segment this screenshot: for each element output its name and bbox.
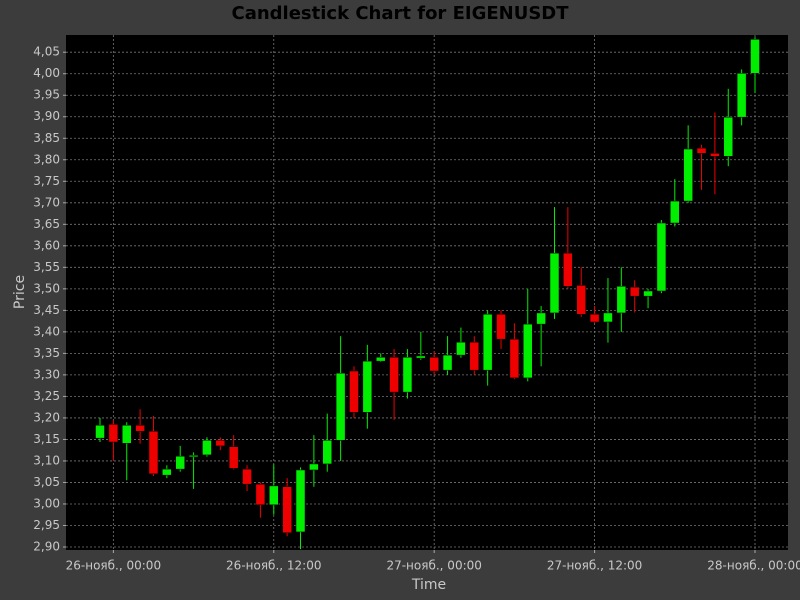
y-tick-label: 3,65 bbox=[33, 217, 60, 231]
candle-body bbox=[616, 286, 627, 314]
chart-title: Candlestick Chart for EIGENUSDT bbox=[231, 3, 569, 24]
candle-body bbox=[469, 341, 480, 371]
candle-body bbox=[148, 431, 159, 475]
candle-body bbox=[670, 200, 680, 224]
y-axis-label: Price bbox=[12, 275, 28, 309]
y-tick-label: 4,00 bbox=[33, 66, 60, 80]
x-tick-label: 27-нояб., 00:00 bbox=[386, 559, 481, 573]
candle-body bbox=[402, 357, 413, 393]
candle-body bbox=[696, 147, 707, 154]
candle-body bbox=[723, 116, 734, 157]
y-tick-label: 3,20 bbox=[33, 410, 60, 424]
x-tick-label: 27-нояб., 12:00 bbox=[547, 559, 642, 573]
candle-body bbox=[509, 338, 520, 379]
candle-body bbox=[750, 39, 760, 74]
candle-body bbox=[309, 463, 319, 471]
y-tick-label: 3,90 bbox=[33, 109, 60, 123]
candle-body bbox=[710, 153, 720, 157]
candle-body bbox=[95, 424, 105, 439]
candle-body bbox=[643, 290, 653, 297]
candle-body bbox=[135, 424, 145, 432]
y-tick-label: 3,40 bbox=[33, 324, 60, 338]
candle-body bbox=[589, 313, 600, 323]
candle-body bbox=[496, 313, 506, 340]
candle-body bbox=[656, 222, 667, 292]
candle-body bbox=[456, 341, 466, 356]
candle-body bbox=[162, 468, 172, 476]
candle-body bbox=[523, 323, 533, 379]
y-tick-label: 3,75 bbox=[33, 174, 60, 188]
candle-body bbox=[269, 485, 279, 506]
candle-body bbox=[416, 355, 426, 359]
candle-body bbox=[228, 446, 239, 469]
y-tick-label: 3,55 bbox=[33, 260, 60, 274]
candle-body bbox=[242, 468, 252, 485]
y-tick-label: 3,10 bbox=[33, 453, 60, 467]
candle-body bbox=[175, 455, 185, 470]
plot-area bbox=[66, 35, 788, 550]
y-tick-label: 3,15 bbox=[33, 432, 60, 446]
candle-body bbox=[295, 469, 306, 533]
candle-body bbox=[188, 455, 199, 458]
y-tick-label: 3,85 bbox=[33, 131, 60, 145]
candle-body bbox=[215, 440, 226, 447]
candle-body bbox=[563, 252, 573, 287]
y-tick-label: 3,05 bbox=[33, 475, 60, 489]
candle-body bbox=[335, 372, 346, 441]
candle-body bbox=[108, 424, 119, 443]
candle-body bbox=[322, 440, 332, 465]
candle-body bbox=[603, 312, 613, 323]
x-tick-label: 28-нояб., 00:00 bbox=[707, 559, 800, 573]
candle-body bbox=[429, 357, 439, 372]
x-tick-label: 26-нояб., 00:00 bbox=[66, 559, 161, 573]
y-tick-label: 3,25 bbox=[33, 389, 60, 403]
candle-body bbox=[736, 73, 747, 118]
y-tick-label: 3,00 bbox=[33, 496, 60, 510]
candle-body bbox=[442, 354, 453, 371]
candle-body bbox=[349, 370, 359, 413]
y-tick-label: 3,70 bbox=[33, 195, 60, 209]
y-tick-label: 3,45 bbox=[33, 303, 60, 317]
y-tick-label: 3,95 bbox=[33, 88, 60, 102]
candle-body bbox=[536, 312, 546, 325]
candle-body bbox=[121, 424, 132, 444]
candle-body bbox=[629, 286, 640, 297]
y-tick-label: 3,80 bbox=[33, 152, 60, 166]
x-tick-label: 26-нояб., 12:00 bbox=[226, 559, 321, 573]
candle-body bbox=[362, 360, 373, 413]
candle-body bbox=[549, 252, 560, 314]
y-tick-label: 2,90 bbox=[33, 539, 60, 553]
y-tick-label: 3,35 bbox=[33, 346, 60, 360]
y-tick-label: 3,50 bbox=[33, 281, 60, 295]
candle-body bbox=[255, 483, 266, 506]
y-tick-label: 4,05 bbox=[33, 45, 60, 59]
candle-body bbox=[389, 357, 399, 393]
candle-body bbox=[375, 357, 386, 362]
candle-body bbox=[683, 148, 693, 202]
candle-body bbox=[282, 486, 292, 534]
y-tick-label: 3,60 bbox=[33, 238, 60, 252]
candle-body bbox=[482, 313, 493, 371]
candle-body bbox=[202, 440, 212, 456]
candle-body bbox=[576, 285, 586, 315]
x-axis-label: Time bbox=[411, 577, 446, 593]
y-tick-label: 2,95 bbox=[33, 518, 60, 532]
y-tick-label: 3,30 bbox=[33, 367, 60, 381]
